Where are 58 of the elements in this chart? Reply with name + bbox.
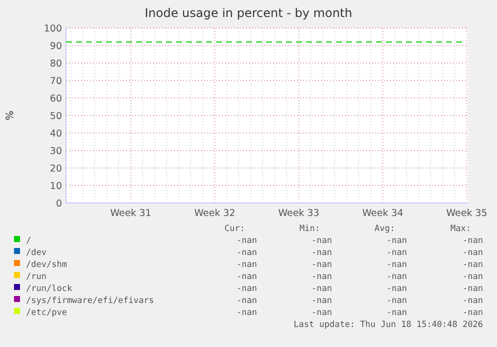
text: -nan — [386, 248, 407, 258]
y-tick-label: 60 — [50, 94, 62, 104]
text: -nan — [312, 284, 332, 294]
x-tick-label: Week 35 — [446, 208, 488, 219]
y-tick-label: 100 — [44, 24, 62, 34]
y-tick-label: 80 — [50, 58, 62, 70]
text: Cur: — [224, 224, 245, 234]
text: -nan — [236, 236, 257, 246]
text: -nan — [236, 284, 257, 294]
text: -nan — [236, 296, 257, 306]
text: -nan — [462, 236, 483, 246]
legend-label: /run/lock — [26, 284, 72, 294]
y-tick-label: 40 — [50, 128, 62, 140]
text: -nan — [462, 296, 483, 306]
x-tick-label: Week 32 — [194, 208, 236, 219]
x-tick-label: Week 31 — [110, 208, 152, 219]
legend-label: /dev/shm — [26, 260, 67, 270]
text: -nan — [386, 284, 407, 294]
text: -nan — [462, 248, 483, 258]
text: -nan — [386, 272, 407, 282]
text: -nan — [462, 272, 483, 282]
y-tick-label: 90 — [50, 41, 62, 52]
text: -nan — [312, 272, 332, 282]
x-tick-label: Week 34 — [362, 208, 404, 219]
legend-label: /dev — [26, 248, 46, 258]
text: -nan — [386, 236, 407, 246]
legend-label: / — [26, 236, 32, 246]
legend-label: /etc/pve — [26, 308, 67, 318]
y-tick-label: 50 — [50, 111, 62, 122]
y-axis-title: % — [5, 110, 16, 120]
y-tick-label: 30 — [50, 146, 62, 157]
text: -nan — [236, 308, 257, 318]
text: -nan — [312, 296, 332, 306]
text: -nan — [386, 296, 407, 306]
y-tick-label: 70 — [50, 76, 62, 87]
text: -nan — [386, 308, 407, 318]
text: -nan — [386, 260, 407, 270]
chart-title: Inode usage in percent - by month — [144, 6, 352, 20]
text: -nan — [462, 308, 483, 318]
text: -nan — [312, 308, 332, 318]
y-tick-label: 20 — [50, 164, 62, 174]
text: -nan — [312, 260, 332, 270]
text: -nan — [236, 248, 257, 258]
text: -nan — [462, 284, 483, 294]
text: Last update: Thu Jun 18 15:40:48 2026 — [294, 320, 483, 330]
text: Max: — [450, 224, 471, 234]
text: -nan — [462, 260, 483, 270]
text: Avg: — [374, 224, 395, 234]
text: -nan — [312, 248, 332, 258]
legend-label: /run — [26, 272, 46, 282]
y-tick-label: 0 — [56, 198, 62, 210]
legend-label: /sys/firmware/efi/efivars — [26, 296, 154, 306]
text: -nan — [236, 260, 257, 270]
text: Min: — [300, 224, 320, 234]
x-tick-label: Week 33 — [278, 208, 320, 219]
y-tick-label: 10 — [50, 181, 62, 192]
text: -nan — [236, 272, 257, 282]
text: -nan — [312, 236, 332, 246]
